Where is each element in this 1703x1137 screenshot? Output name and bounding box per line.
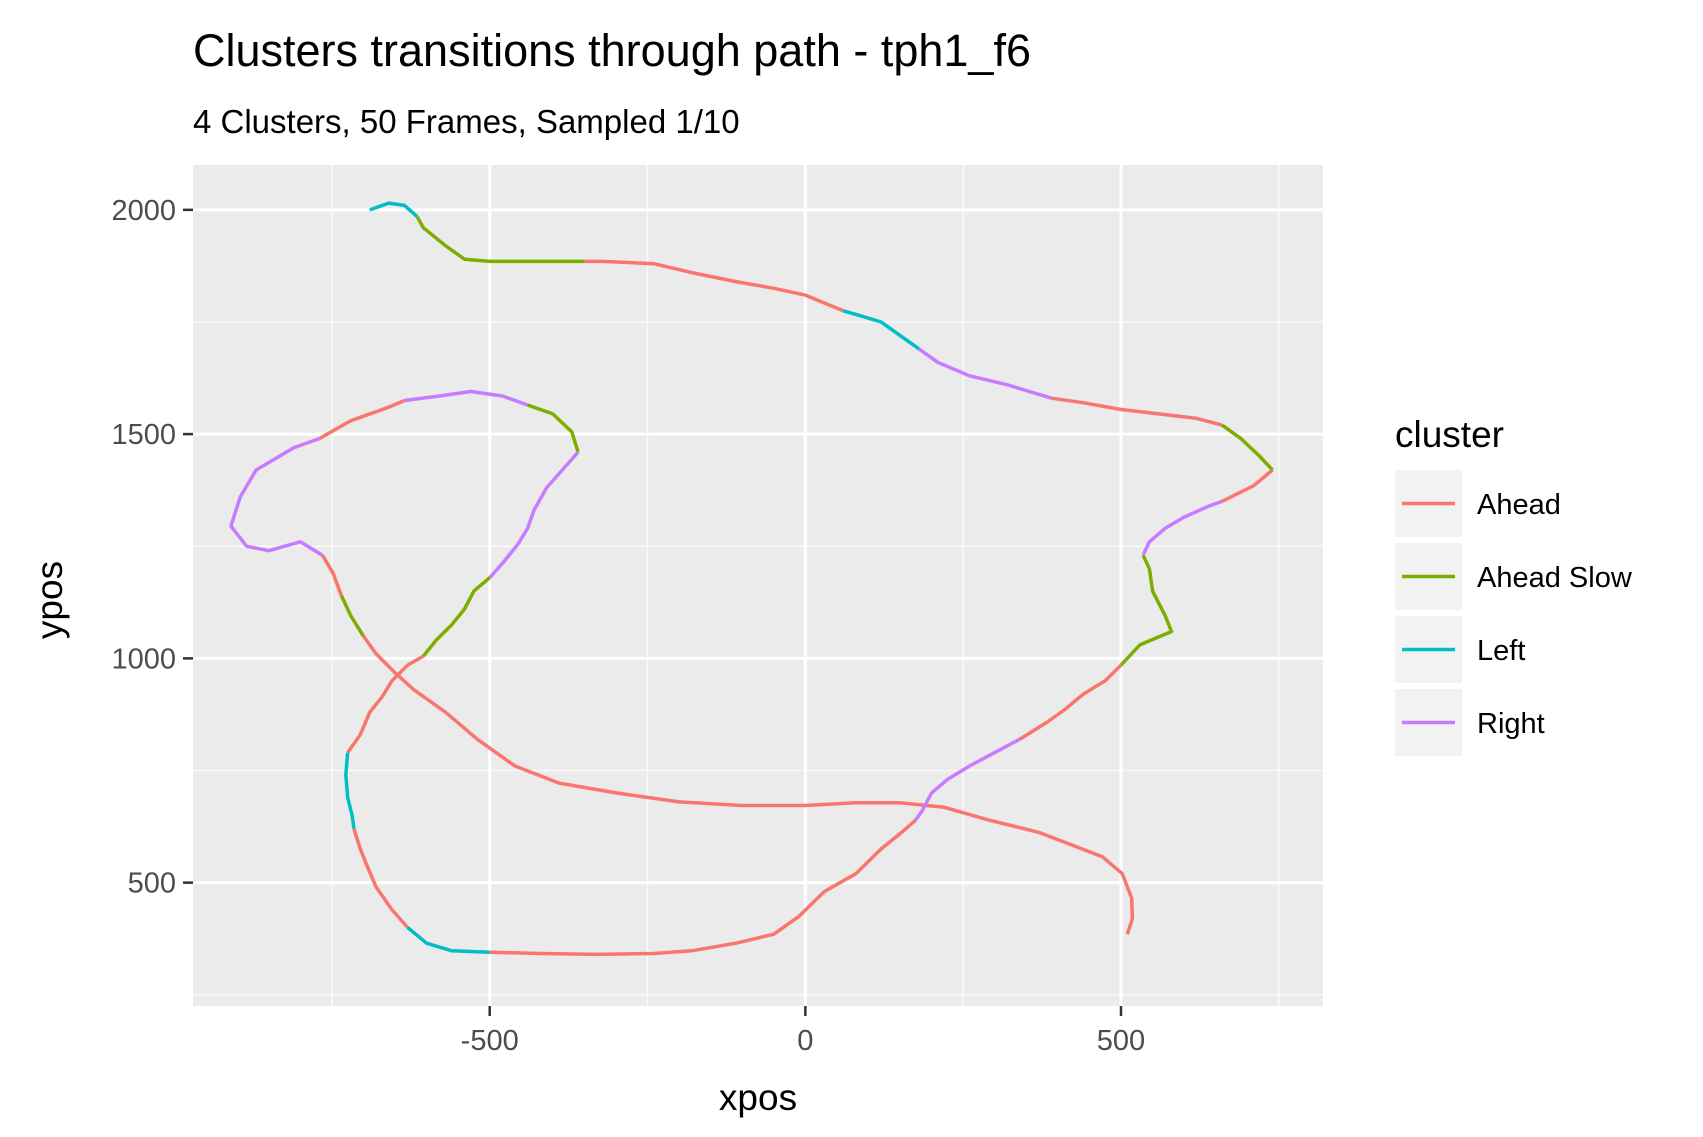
- legend-label-right: Right: [1477, 708, 1545, 740]
- path-segment-right: [488, 450, 580, 579]
- grid-major: [193, 165, 1323, 1006]
- path-segment-ahead: [1019, 663, 1123, 741]
- legend-label-left: Left: [1477, 635, 1525, 667]
- x-tick-label: 0: [797, 1025, 813, 1057]
- y-tick-label: 500: [128, 868, 176, 900]
- path-segment-ahead: [318, 398, 406, 441]
- path-segment-right: [917, 347, 1053, 400]
- path-segment-ahead: [1221, 468, 1274, 503]
- legend-title: cluster: [1395, 414, 1504, 455]
- path-segment-left: [369, 201, 419, 218]
- path-segment-ahead-slow: [422, 576, 491, 658]
- path-segment-ahead: [352, 828, 409, 929]
- path-segment-ahead: [320, 554, 344, 597]
- path-segment-ahead: [346, 654, 425, 754]
- path-segment-ahead-slow: [1119, 554, 1174, 667]
- path-segment-ahead: [584, 259, 844, 313]
- path-segment-left: [406, 926, 490, 954]
- path-segment-right: [404, 389, 529, 407]
- path-segment-ahead: [361, 634, 1135, 935]
- chart-subtitle: 4 Clusters, 50 Frames, Sampled 1/10: [193, 103, 740, 140]
- y-tick-label: 2000: [111, 195, 176, 227]
- x-tick-label: 500: [1097, 1025, 1145, 1057]
- y-tick-label: 1500: [111, 419, 176, 451]
- path-segment-ahead-slow: [415, 215, 585, 264]
- legend-label-ahead: Ahead: [1477, 489, 1561, 521]
- path-segment-ahead: [489, 818, 917, 957]
- path-segment-left: [842, 309, 921, 351]
- y-axis: 500 1000 1500 2000: [111, 195, 193, 900]
- path-segment-ahead-slow: [1220, 423, 1274, 472]
- legend: cluster Ahead Ahead Slow Left Right: [1395, 414, 1633, 756]
- series-layer: [229, 201, 1274, 957]
- y-axis-title: ypos: [29, 561, 70, 639]
- grid-minor: [193, 165, 1323, 1006]
- path-segment-right: [229, 436, 324, 557]
- legend-label-ahead-slow: Ahead Slow: [1477, 562, 1633, 594]
- path-segment-left: [344, 752, 356, 830]
- chart-title: Clusters transitions through path - tph1…: [193, 25, 1031, 76]
- path-segment-right: [914, 737, 1021, 821]
- path-segment-ahead-slow: [339, 594, 365, 637]
- x-axis-title: xpos: [719, 1077, 797, 1118]
- y-tick-label: 1000: [111, 643, 176, 675]
- path-segment-right: [1141, 499, 1223, 556]
- path-segment-ahead: [1051, 396, 1223, 427]
- x-axis: -500 0 500: [461, 1006, 1145, 1057]
- path-segment-ahead-slow: [527, 403, 580, 453]
- plot-panel: [193, 165, 1323, 1006]
- x-tick-label: -500: [461, 1025, 519, 1057]
